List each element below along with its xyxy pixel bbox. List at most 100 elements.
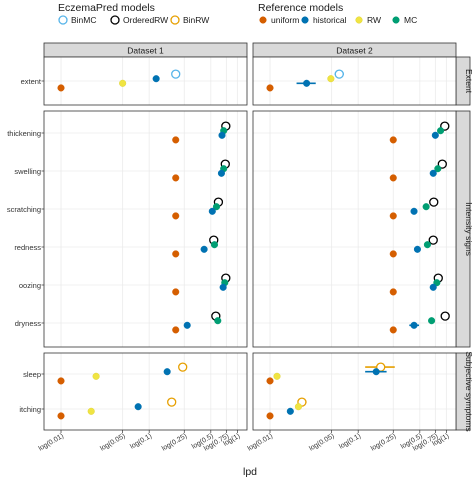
legend-title-reference: Reference models: [258, 2, 343, 14]
point-historical-dryness: [410, 321, 418, 329]
point-binrw-sleep: [178, 362, 188, 372]
point-historical-itching: [134, 403, 142, 411]
x-tick-label: log(0.1): [338, 433, 362, 451]
legend-label-historical: historical: [313, 15, 347, 25]
x-tick-label: log(0.05): [99, 433, 126, 453]
panel-bg: [44, 353, 247, 430]
row-strip-extent: Extent: [455, 56, 474, 106]
panel-border: [43, 352, 248, 431]
y-tick-label-redness: redness: [14, 243, 41, 252]
legend-label-rw: RW: [367, 15, 381, 25]
x-tick-label: log(0.25): [370, 433, 397, 453]
point-uniform-thickening: [389, 136, 397, 144]
panel-bg: [253, 353, 456, 430]
point-uniform-oozing: [172, 288, 180, 296]
y-tick-label-dryness: dryness: [15, 319, 42, 328]
point-uniform-redness: [172, 250, 180, 258]
point-orderedrw-dryness: [440, 311, 450, 321]
point-mc-redness: [210, 241, 219, 249]
point-historical-scratching: [410, 207, 418, 215]
point-uniform-dryness: [172, 326, 180, 334]
point-mc-swelling: [434, 165, 442, 173]
panel-dataset-2-intensity-signs: [252, 110, 457, 348]
legend-title-eczemapred: EczemaPred models: [58, 2, 155, 14]
point-uniform-sleep: [57, 377, 65, 385]
point-binrw-itching: [167, 397, 177, 407]
point-historical-redness: [413, 245, 421, 253]
x-tick-label: log(0.05): [308, 433, 335, 453]
point-rw-extent: [119, 79, 127, 87]
point-historical-oozing: [429, 283, 437, 291]
point-historical-extent: [152, 75, 160, 83]
point-historical-sleep: [163, 368, 171, 376]
point-mc-scratching: [212, 203, 221, 211]
legend-key-uniform: [259, 16, 267, 24]
legend-item-binrw: BinRW: [170, 15, 209, 25]
point-binmc-extent: [171, 69, 181, 79]
legend-label-binmc: BinMC: [71, 15, 97, 25]
panel-border: [43, 110, 248, 348]
column-strip-label: Dataset 2: [336, 46, 373, 56]
x-tick-label: log(0.01): [247, 433, 274, 453]
point-uniform-swelling: [389, 174, 397, 182]
point-uniform-redness: [389, 250, 397, 258]
point-uniform-extent: [266, 84, 274, 92]
point-orderedrw-redness: [428, 235, 438, 245]
point-uniform-itching: [57, 412, 65, 420]
point-uniform-dryness: [389, 326, 397, 334]
point-mc-dryness: [214, 317, 222, 325]
legend-item-orderedrw: OrderedRW: [110, 15, 168, 25]
y-tick-label-sleep: sleep: [23, 370, 41, 379]
point-historical-swelling: [429, 169, 437, 177]
point-historical-extent: [303, 79, 311, 87]
point-historical-dryness: [183, 321, 191, 329]
legend-key-binrw: [170, 15, 180, 25]
point-uniform-swelling: [172, 174, 180, 182]
y-tick-label-extent: extent: [21, 77, 42, 86]
plot-panels: Dataset 1 Dataset 2 Extent extent Intensity …: [7, 42, 474, 453]
legend-key-rw: [355, 16, 363, 24]
point-historical-thickening: [431, 131, 439, 139]
point-mc-thickening: [437, 127, 445, 135]
x-tick-label: log(0.25): [161, 433, 188, 453]
legend-label-mc: MC: [404, 15, 417, 25]
row-strip-label: Subjective symptoms: [464, 351, 474, 431]
point-historical-thickening: [218, 131, 226, 139]
legend-label-uniform: uniform: [271, 15, 299, 25]
legend-label-orderedrw: OrderedRW: [123, 15, 168, 25]
panel-bg: [44, 111, 247, 347]
row-strip-label: Intensity signs: [464, 202, 474, 256]
point-binmc-extent: [334, 69, 344, 79]
legend-label-binrw: BinRW: [183, 15, 209, 25]
point-rw-sleep: [92, 372, 100, 380]
row-strip-subjective-symptoms: Subjective symptoms: [455, 351, 474, 432]
y-tick-label-swelling: swelling: [14, 167, 41, 176]
legend-key-binmc: [58, 15, 68, 25]
panel-dataset-1-subjective-symptoms: [43, 352, 248, 431]
point-historical-itching: [286, 407, 294, 415]
legend-item-binmc: BinMC: [58, 15, 97, 25]
point-uniform-extent: [57, 84, 65, 92]
point-orderedrw-scratching: [429, 197, 439, 207]
point-historical-scratching: [208, 207, 216, 215]
panel-border: [252, 56, 457, 106]
point-rw-extent: [327, 75, 335, 83]
y-tick-label-scratching: scratching: [7, 205, 41, 214]
point-historical-sleep: [372, 368, 380, 376]
panel-border: [43, 56, 248, 106]
legend-key-orderedrw: [110, 15, 120, 25]
panel-border: [252, 352, 457, 431]
y-tick-label-thickening: thickening: [7, 129, 41, 138]
row-strip-label: Extent: [464, 69, 474, 94]
column-strip-dataset-1: Dataset 1: [43, 42, 248, 58]
point-uniform-itching: [266, 412, 274, 420]
legend: EczemaPred models Reference models BinMC…: [58, 2, 417, 25]
legend-item-rw: RW: [355, 15, 381, 25]
panel-border: [252, 110, 457, 348]
point-uniform-oozing: [389, 288, 397, 296]
column-strip-label: Dataset 1: [127, 46, 164, 56]
x-tick-label: log(0.01): [38, 433, 65, 453]
point-mc-redness: [423, 241, 431, 249]
x-axis-dataset-1: log(0.01) log(0.05) log(0.1) log(0.25) log(0…: [38, 430, 241, 453]
